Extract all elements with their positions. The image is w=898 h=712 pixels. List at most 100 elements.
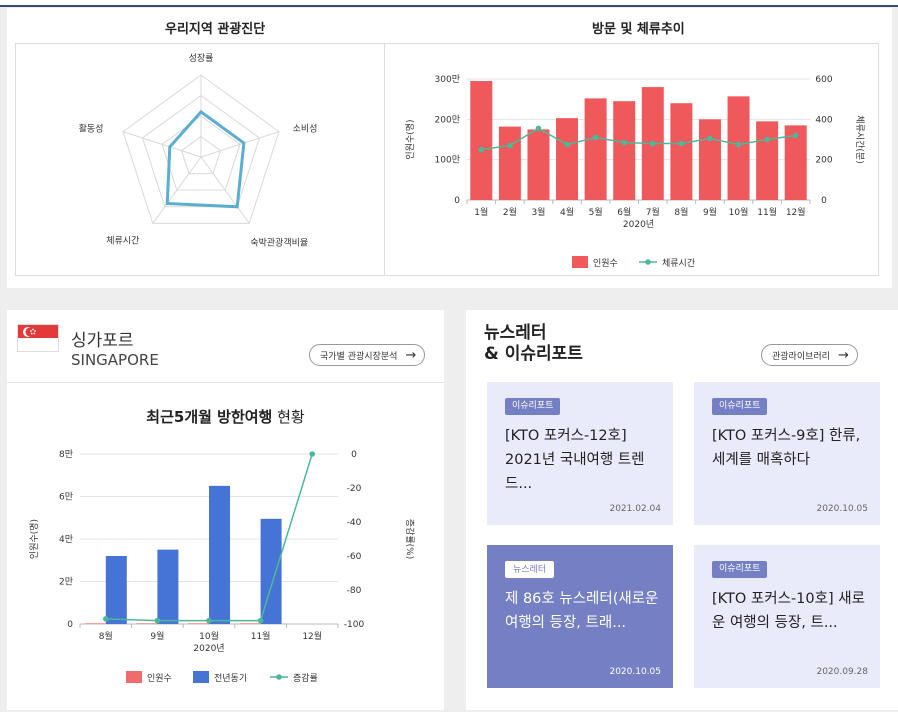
legend-swatch xyxy=(572,256,588,268)
legend-label: 증감률 xyxy=(293,672,318,684)
y2-tick-label: 400 xyxy=(815,115,832,125)
bar-인원수 xyxy=(498,126,521,200)
y-tick-label: 8만 xyxy=(59,449,73,460)
bar-인원수 xyxy=(527,129,550,200)
line-point xyxy=(621,139,628,146)
line-point xyxy=(535,125,542,132)
radar-axis-label: 소비성 xyxy=(293,124,318,135)
y2-axis-title: 체류시간(분) xyxy=(854,115,865,163)
card-text[interactable]: [KTO 포커스-9호] 한류, 세계를 매혹하다 xyxy=(712,428,861,468)
y-tick-label: 0 xyxy=(67,620,73,630)
radar-spoke xyxy=(200,131,280,158)
chart-title-rest: 현황 xyxy=(272,408,305,426)
x-tick-label: 3월 xyxy=(531,206,545,218)
bar-전년동기 xyxy=(105,556,127,624)
radar-spoke xyxy=(200,156,250,224)
market-analysis-button[interactable]: 국가별 관광시장분석 → xyxy=(309,344,426,366)
news-panel: 뉴스레터 & 이슈리포트 관광라이브러리 → 이슈리포트 [KTO 포커스-12… xyxy=(466,310,898,710)
line-point xyxy=(257,617,264,624)
line-point xyxy=(735,141,742,148)
x-tick-label: 11월 xyxy=(251,630,271,642)
y-tick-label: 100만 xyxy=(435,155,460,166)
x-tick-label: 9월 xyxy=(703,206,717,218)
singapore-chart: 0 2만 4만 6만 8만 -100 -80 -60 -40 -20 0 8월 9월 10월 11월 12월 2… xyxy=(29,449,416,684)
card-date: 2021.02.04 xyxy=(609,504,661,514)
card-text[interactable]: [KTO 포커스-10호] 새로운 여행의 등장, 트... xyxy=(712,591,865,631)
y2-tick-label: -20 xyxy=(347,484,362,494)
arrow-right-icon: → xyxy=(405,347,417,363)
legend-label: 인원수 xyxy=(147,673,172,684)
radar-series xyxy=(165,109,246,209)
line-point xyxy=(154,617,161,624)
y-tick-label: 200만 xyxy=(435,114,460,125)
radar-box: 성장률 소비성 숙박관광객비율 체류시간 활동성 xyxy=(15,43,385,276)
radar-axis-label: 체류시간 xyxy=(106,235,139,246)
line-체류시간 xyxy=(481,127,796,151)
singapore-chart-title: 최근5개월 방한여행 현황 xyxy=(7,406,444,427)
x-tick-label: 12월 xyxy=(786,206,806,218)
card-tag: 이슈리포트 xyxy=(712,398,768,415)
diagnosis-panel: 우리지역 관광진단 방문 및 체류추이 성장률 소비성 숙박관광객비율 체류시간 활동성… xyxy=(7,8,892,288)
y-tick-label: 4만 xyxy=(59,534,73,545)
y2-tick-label: -40 xyxy=(347,518,362,528)
card-text[interactable]: [KTO 포커스-12호] 2021년 국내여행 트렌드... xyxy=(505,428,645,492)
x-tick-label: 8월 xyxy=(674,206,688,218)
card-tag: 이슈리포트 xyxy=(505,398,561,415)
tourism-library-button[interactable]: 관광라이브러리 → xyxy=(761,344,858,366)
bar-전년동기 xyxy=(209,485,230,624)
radar-spoke xyxy=(122,131,202,158)
news-card[interactable]: 이슈리포트 [KTO 포커스-12호] 2021년 국내여행 트렌드... 20… xyxy=(487,382,673,525)
news-card[interactable]: 이슈리포트 [KTO 포커스-10호] 새로운 여행의 등장, 트... 202… xyxy=(694,545,880,688)
bar-인원수 xyxy=(727,96,750,200)
card-date: 2020.10.05 xyxy=(609,667,661,677)
legend-swatch xyxy=(126,671,142,683)
x-tick-label: 8월 xyxy=(99,630,113,642)
market-analysis-label: 국가별 관광시장분석 xyxy=(320,351,398,362)
x-axis-title: 2020년 xyxy=(193,643,224,654)
trend-title: 방문 및 체류추이 xyxy=(592,22,685,37)
top-border xyxy=(0,0,898,7)
bar-인원수 xyxy=(136,623,158,624)
legend-label: 전년동기 xyxy=(214,673,247,684)
line-point xyxy=(103,616,109,622)
news-card[interactable]: 뉴스레터 제 86호 뉴스레터(새로운 여행의 등장, 트래... 2020.1… xyxy=(487,545,673,688)
line-point xyxy=(309,451,316,457)
x-tick-label: 5월 xyxy=(589,206,603,218)
radar-axis-label: 숙박관광객비율 xyxy=(250,236,308,248)
radar-title: 우리지역 관광진단 xyxy=(165,22,266,37)
line-point xyxy=(206,617,212,624)
arrow-right-icon: → xyxy=(837,347,849,363)
bar-인원수 xyxy=(470,81,493,200)
card-tag: 이슈리포트 xyxy=(712,561,768,578)
country-name-ko: 싱가포르 xyxy=(71,331,134,351)
radar-grid xyxy=(180,135,222,175)
y-tick-label: 2만 xyxy=(59,577,73,588)
y-tick-label: 300만 xyxy=(435,74,460,85)
y2-tick-label: -100 xyxy=(344,620,365,630)
x-axis-title: 2020년 xyxy=(623,219,654,230)
country-name-en: SINGAPORE xyxy=(71,351,159,369)
bar-인원수 xyxy=(584,98,607,200)
news-title: 뉴스레터 & 이슈리포트 xyxy=(484,323,583,365)
news-card[interactable]: 이슈리포트 [KTO 포커스-9호] 한류, 세계를 매혹하다 2020.10.… xyxy=(694,382,880,525)
card-text[interactable]: 제 86호 뉴스레터(새로운 여행의 등장, 트래... xyxy=(505,591,659,631)
singapore-body: 0 2만 4만 6만 8만 -100 -80 -60 -40 -20 0 8월 9월 10월 11월 12월 2… xyxy=(7,384,444,710)
x-tick-label: 2월 xyxy=(503,206,517,218)
x-tick-label: 7월 xyxy=(646,206,660,218)
y-tick-label: 0 xyxy=(454,196,460,206)
y2-axis-title: 증감률(%) xyxy=(404,519,416,559)
line-point xyxy=(678,140,685,147)
y2-tick-label: 600 xyxy=(815,75,832,85)
line-point xyxy=(592,134,599,141)
line-point xyxy=(792,132,799,139)
x-tick-label: 10월 xyxy=(199,630,219,642)
singapore-header: 싱가포르 SINGAPORE 국가별 관광시장분석 → xyxy=(7,310,444,383)
news-title-line1: 뉴스레터 xyxy=(484,323,547,343)
y-tick-label: 6만 xyxy=(59,492,73,503)
y2-tick-label: -60 xyxy=(347,552,362,562)
singapore-panel: 싱가포르 SINGAPORE 국가별 관광시장분석 → 0 2만 4만 6만 8만 -10… xyxy=(7,310,444,710)
legend-label: 체류시간 xyxy=(662,258,695,269)
legend-swatch xyxy=(276,674,282,680)
line-point xyxy=(649,140,656,147)
